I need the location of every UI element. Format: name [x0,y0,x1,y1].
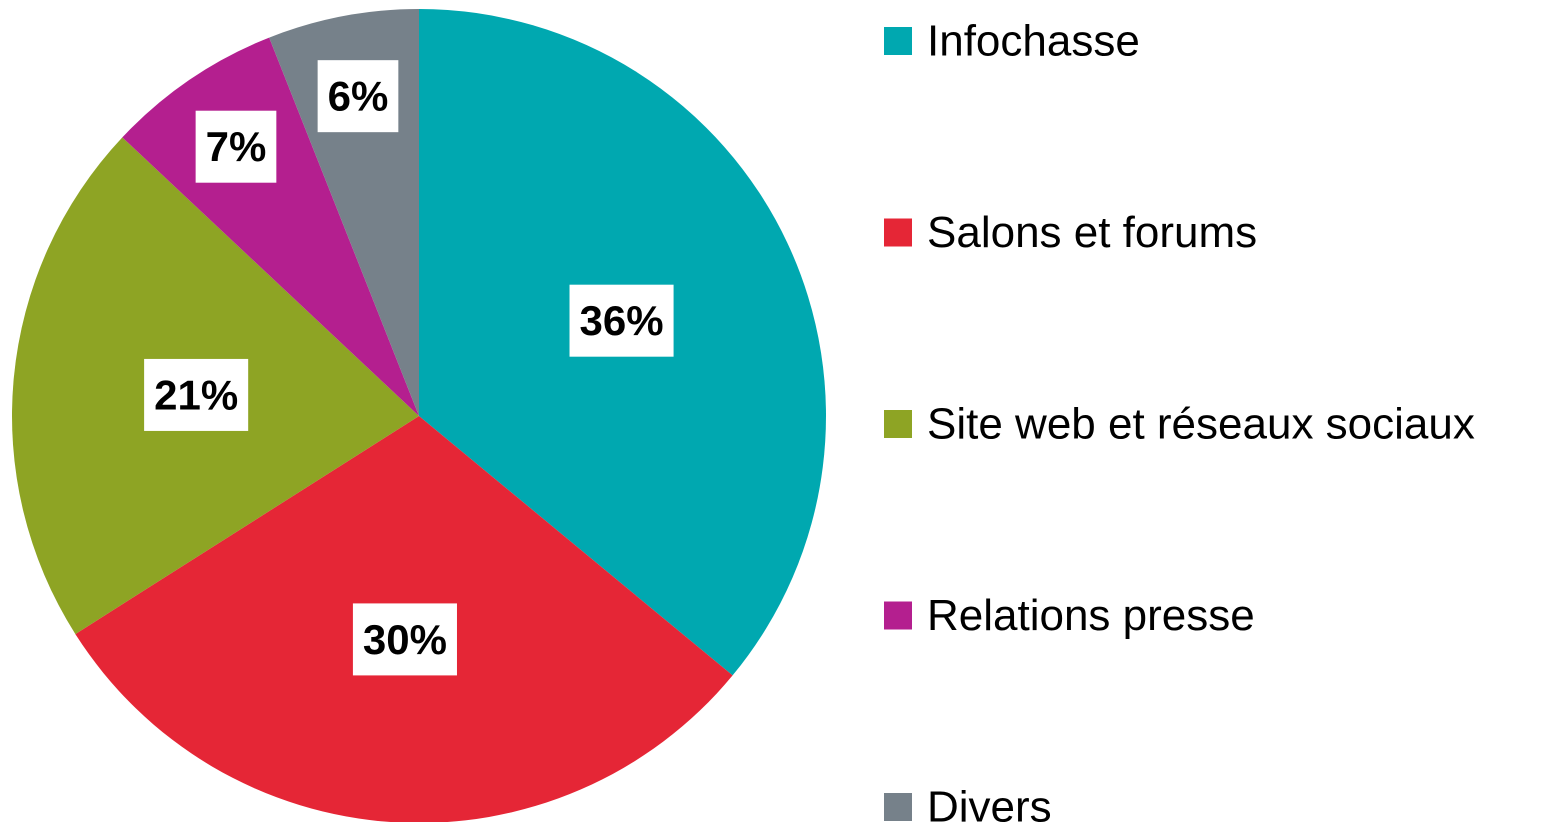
data-label-box [195,110,277,183]
legend-swatch [884,27,912,55]
legend-label: Salons et forums [927,208,1257,257]
legend-label: Divers [927,783,1052,822]
legend-swatch [884,218,912,247]
data-label: 6% [328,73,389,120]
legend-label: Relations presse [927,591,1255,640]
legend-label: Site web et réseaux sociaux [927,400,1475,449]
legend-swatch [884,601,912,630]
legend-swatch [884,793,912,821]
legend-swatch [884,410,912,438]
data-label-box [317,60,399,133]
data-label: 21% [154,371,238,418]
data-label-box [144,358,249,431]
data-label: 7% [206,123,267,170]
legend-label: Infochasse [927,17,1140,66]
data-label: 36% [580,297,664,344]
data-label-box [569,284,674,357]
data-label: 30% [363,616,447,663]
data-label-box [352,603,457,676]
